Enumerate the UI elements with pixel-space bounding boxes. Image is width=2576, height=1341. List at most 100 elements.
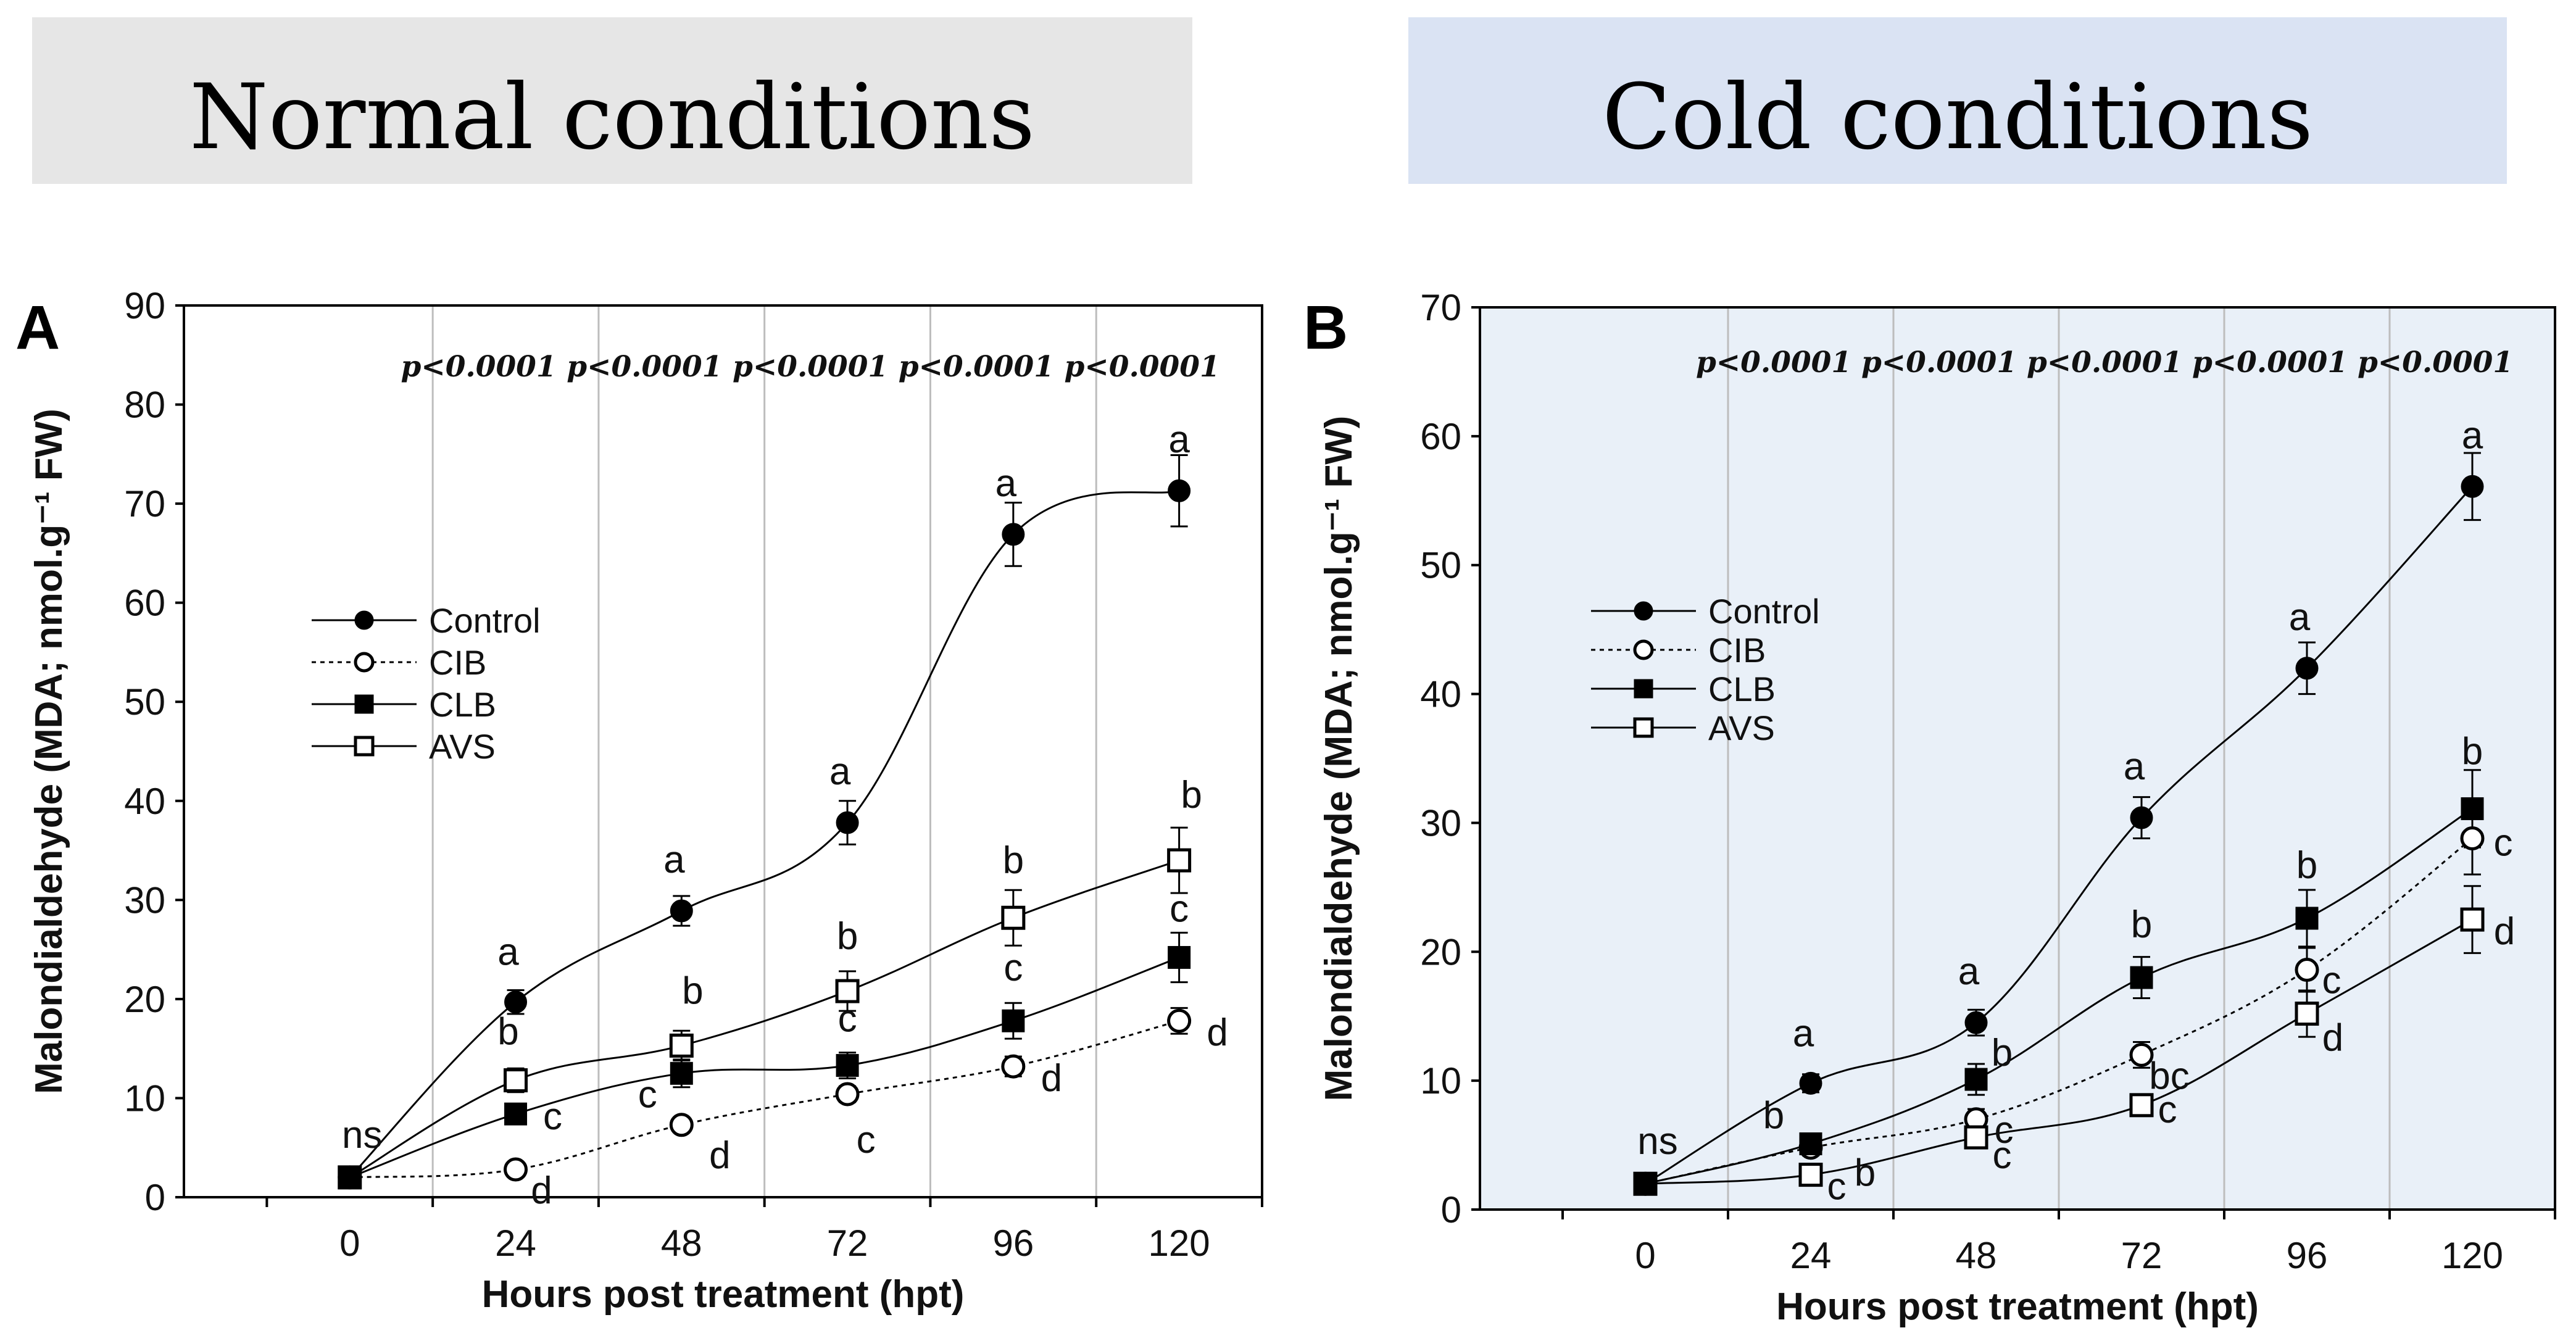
significance-letter: c <box>1003 947 1023 989</box>
y-tick-label: 80 <box>124 384 165 426</box>
normal-header-title: Normal conditions <box>189 65 1035 170</box>
y-tick-label: 40 <box>1420 674 1461 715</box>
data-point-clb <box>504 1102 528 1126</box>
data-point-avs <box>2129 1093 2154 1118</box>
x-tick-label: 24 <box>1790 1235 1832 1276</box>
data-point-clb <box>1168 945 1191 969</box>
data-point-clb <box>1799 1132 1822 1155</box>
y-tick-label: 60 <box>1420 416 1461 457</box>
significance-letter: b <box>1992 1032 2013 1074</box>
data-point-avs <box>1964 1125 1988 1150</box>
y-tick-label: 20 <box>1420 931 1461 973</box>
significance-letter: a <box>829 750 851 793</box>
significance-letter: bc <box>2149 1055 2189 1097</box>
p-value-label: p<0.0001 <box>2358 346 2513 380</box>
data-point-clb <box>2130 966 2153 989</box>
significance-letter: a <box>497 931 519 974</box>
data-point-control <box>1799 1071 1822 1095</box>
p-value-label: p<0.0001 <box>567 350 722 384</box>
x-tick-label: 24 <box>495 1223 536 1264</box>
significance-letter: b <box>1181 774 1202 816</box>
legend-label-avs: AVS <box>429 727 496 766</box>
chart-panel-a: 0 10 20 30 40 50 60 70 80 90 0 24 48 72 96 120 Hours pos… <box>28 285 1263 1316</box>
y-tick-label: 0 <box>1441 1189 1461 1231</box>
x-tick-label: 120 <box>1149 1223 1210 1264</box>
significance-letter: b <box>837 915 858 958</box>
data-point-avs <box>669 1033 694 1058</box>
significance-letter: c <box>857 1119 876 1161</box>
significance-letter: d <box>2322 1017 2343 1060</box>
legend-label-cib: CIB <box>429 643 486 682</box>
data-point-cib <box>2460 826 2485 850</box>
data-point-clb <box>1002 1009 1025 1032</box>
series-line-clb <box>349 957 1180 1179</box>
data-point-avs <box>1001 905 1026 930</box>
significance-letter: a <box>1958 950 1980 993</box>
y-tick-label: 30 <box>124 879 165 921</box>
significance-letter: d <box>709 1134 730 1177</box>
data-point-avs <box>2295 1002 2319 1026</box>
plot-frame <box>183 304 1263 1198</box>
y-tick-label: 50 <box>124 681 165 723</box>
data-point-cib <box>1001 1054 1026 1079</box>
significance-letter: a <box>1793 1012 1814 1055</box>
significance-letter: a <box>2289 596 2311 639</box>
plot-frame <box>1479 306 2556 1211</box>
data-point-clb <box>2295 907 2319 930</box>
data-point-control <box>2295 657 2319 680</box>
x-tick-label: 48 <box>1956 1235 1997 1276</box>
y-tick-label: 40 <box>124 781 165 822</box>
data-point-control <box>836 811 859 834</box>
legend-marker-clb <box>1634 679 1653 699</box>
series-line-avs <box>349 859 1180 1179</box>
data-point-cib <box>504 1157 528 1182</box>
data-point-control <box>2130 806 2153 829</box>
data-point-cib <box>2295 958 2319 982</box>
y-tick-label: 10 <box>124 1077 165 1119</box>
significance-letter: c <box>638 1073 657 1116</box>
data-point-clb <box>670 1061 693 1085</box>
significance-letter: b <box>2296 844 2317 887</box>
x-tick-label: 0 <box>1635 1235 1655 1276</box>
significance-letter: d <box>2494 910 2515 953</box>
significance-letter: c <box>838 997 857 1040</box>
p-value-label: p<0.0001 <box>1696 346 1851 380</box>
legend-marker-control <box>354 610 374 630</box>
series-line-control <box>349 489 1179 1178</box>
series-line-control <box>1645 486 2474 1185</box>
data-point-avs <box>504 1068 528 1093</box>
y-tick-label: 0 <box>145 1177 165 1218</box>
significance-letter: b <box>2462 730 2483 773</box>
significance-letter: b <box>2131 903 2152 946</box>
p-value-label: p<0.0001 <box>733 350 888 384</box>
legend-label-cib: CIB <box>1708 631 1766 670</box>
y-tick-label: 10 <box>1420 1060 1461 1102</box>
significance-letter: c <box>2158 1089 2177 1131</box>
legend-label-clb: CLB <box>1708 670 1776 708</box>
significance-letter: a <box>995 462 1017 505</box>
x-tick-label: 120 <box>2441 1235 2503 1276</box>
cold-header-title: Cold conditions <box>1602 65 2313 170</box>
significance-letter: b <box>1855 1152 1876 1195</box>
significance-letter: b <box>1003 839 1024 882</box>
cold-header-banner <box>1408 17 2507 184</box>
significance-letter: c <box>1995 1109 2014 1152</box>
panel-a-letter: A <box>15 293 60 362</box>
significance-letter: c <box>2494 821 2513 864</box>
legend-marker-control <box>1634 601 1653 621</box>
x-tick-label: 96 <box>992 1223 1034 1264</box>
data-point-clb <box>836 1053 859 1077</box>
data-point-cib <box>669 1113 694 1137</box>
data-point-clb <box>1964 1068 1988 1091</box>
data-point-cib <box>2129 1042 2154 1067</box>
data-point-clb <box>2461 797 2484 820</box>
data-point-control <box>670 899 693 923</box>
data-point-control <box>1002 523 1025 546</box>
plot-background <box>1480 307 2555 1210</box>
y-tick-label: 60 <box>124 583 165 624</box>
y-axis-title: Malondialdehyde (MDA; nmol.g⁻¹ FW) <box>28 409 70 1094</box>
significance-letter: b <box>1763 1094 1784 1137</box>
